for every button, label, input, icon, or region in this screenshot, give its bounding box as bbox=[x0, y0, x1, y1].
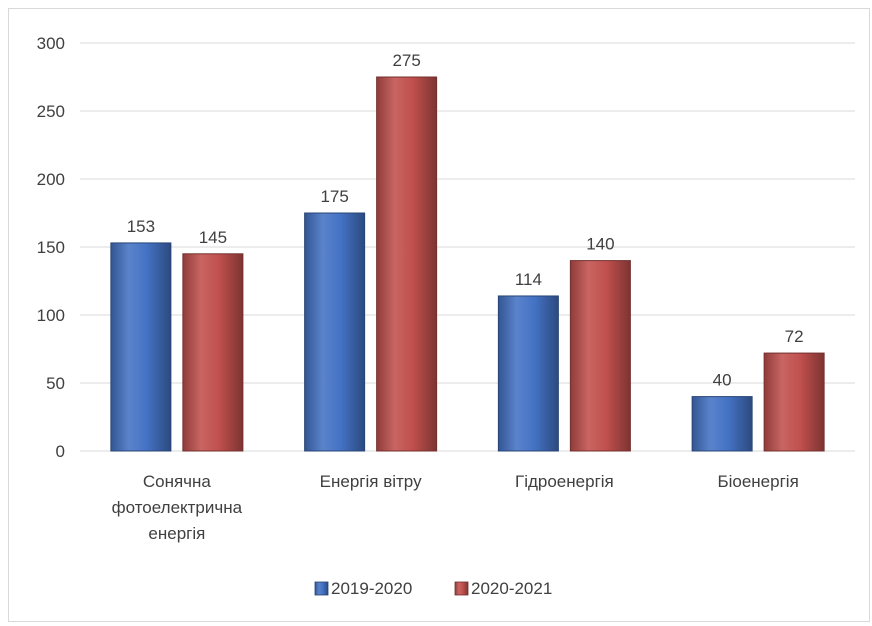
data-label: 40 bbox=[713, 371, 732, 390]
x-tick-label: Гідроенергія bbox=[515, 472, 614, 491]
bar-2020-2021-3 bbox=[763, 352, 825, 452]
data-label: 140 bbox=[586, 235, 614, 254]
y-tick-label: 200 bbox=[37, 170, 65, 189]
y-tick-label: 50 bbox=[46, 374, 65, 393]
chart-frame: 0 50 100 150 200 250 300 153 145 175 275 114 140 40 7… bbox=[8, 8, 870, 622]
legend-label: 2020-2021 bbox=[471, 579, 552, 598]
y-tick-label: 0 bbox=[56, 442, 65, 461]
y-tick-label: 250 bbox=[37, 102, 65, 121]
data-label: 275 bbox=[392, 51, 420, 70]
data-label: 72 bbox=[785, 327, 804, 346]
bar-2020-2021-1 bbox=[376, 76, 438, 452]
x-tick-label: Сонячна фотоелектрична енергія bbox=[112, 472, 243, 543]
x-axis-ticks: Сонячна фотоелектрична енергія Енергія вітр… bbox=[112, 472, 799, 543]
bar-chart: 0 50 100 150 200 250 300 153 145 175 275 114 140 40 7… bbox=[37, 34, 855, 598]
bar-2020-2021-2 bbox=[569, 260, 631, 452]
y-tick-label: 300 bbox=[37, 34, 65, 53]
bar-2019-2020-0 bbox=[110, 242, 172, 452]
data-label: 153 bbox=[127, 217, 155, 236]
bar-2019-2020-1 bbox=[304, 212, 366, 452]
x-tick-label: Енергія вітру bbox=[320, 472, 422, 491]
bars bbox=[110, 76, 825, 452]
bar-2019-2020-3 bbox=[691, 396, 753, 452]
data-label: 175 bbox=[320, 187, 348, 206]
y-tick-label: 100 bbox=[37, 306, 65, 325]
bar-2020-2021-0 bbox=[182, 253, 244, 452]
data-labels: 153 145 175 275 114 140 40 72 bbox=[127, 51, 804, 390]
data-label: 145 bbox=[199, 228, 227, 247]
legend: 2019-2020 2020-2021 bbox=[314, 579, 552, 598]
legend-swatch bbox=[454, 581, 469, 596]
y-tick-label: 150 bbox=[37, 238, 65, 257]
legend-label: 2019-2020 bbox=[331, 579, 412, 598]
y-axis-ticks: 0 50 100 150 200 250 300 bbox=[37, 34, 65, 461]
data-label: 114 bbox=[515, 270, 542, 289]
legend-swatch bbox=[314, 581, 329, 596]
x-tick-label: Біоенергія bbox=[717, 472, 798, 491]
bar-2019-2020-2 bbox=[497, 295, 559, 452]
